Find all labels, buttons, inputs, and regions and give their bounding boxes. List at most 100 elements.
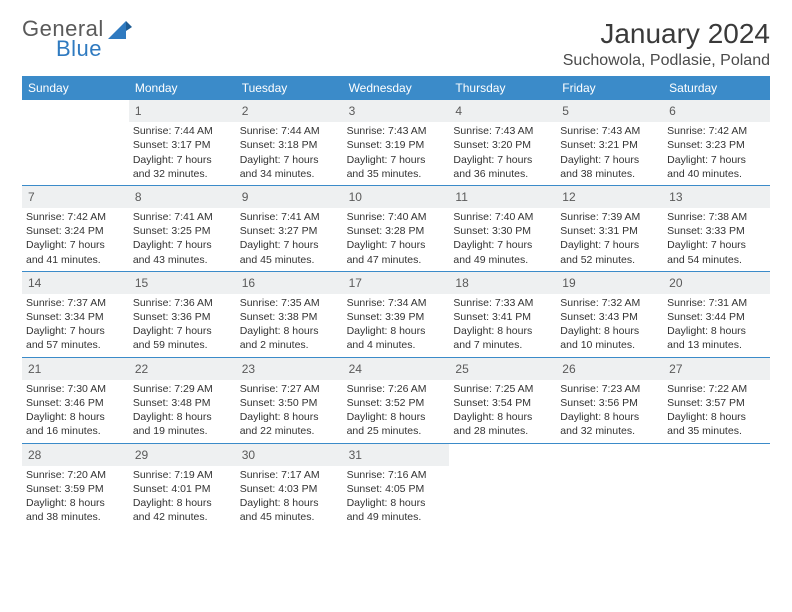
day-cell: 2Sunrise: 7:44 AMSunset: 3:18 PMDaylight… — [236, 100, 343, 185]
daylight: Daylight: 7 hours and 38 minutes. — [560, 153, 659, 181]
sunset: Sunset: 4:03 PM — [240, 482, 339, 496]
daylight: Daylight: 7 hours and 49 minutes. — [453, 238, 552, 266]
daylight: Daylight: 7 hours and 32 minutes. — [133, 153, 232, 181]
day-number: 30 — [236, 444, 343, 466]
day-cell: 31Sunrise: 7:16 AMSunset: 4:05 PMDayligh… — [343, 444, 450, 529]
sunrise: Sunrise: 7:35 AM — [240, 296, 339, 310]
day-number: 19 — [556, 272, 663, 294]
dayname-sunday: Sunday — [22, 76, 129, 100]
daylight: Daylight: 8 hours and 19 minutes. — [133, 410, 232, 438]
day-cell — [663, 444, 770, 529]
sunrise: Sunrise: 7:33 AM — [453, 296, 552, 310]
week-row: 1Sunrise: 7:44 AMSunset: 3:17 PMDaylight… — [22, 100, 770, 185]
day-number: 13 — [663, 186, 770, 208]
day-body: Sunrise: 7:42 AMSunset: 3:23 PMDaylight:… — [663, 122, 770, 185]
daylight: Daylight: 7 hours and 36 minutes. — [453, 153, 552, 181]
flag-icon — [108, 21, 132, 46]
sunrise: Sunrise: 7:44 AM — [240, 124, 339, 138]
day-cell — [556, 444, 663, 529]
dayname-wednesday: Wednesday — [343, 76, 450, 100]
day-number: 31 — [343, 444, 450, 466]
daylight: Daylight: 7 hours and 41 minutes. — [26, 238, 125, 266]
day-number: 26 — [556, 358, 663, 380]
day-body: Sunrise: 7:41 AMSunset: 3:25 PMDaylight:… — [129, 208, 236, 271]
daylight: Daylight: 7 hours and 59 minutes. — [133, 324, 232, 352]
sunset: Sunset: 3:20 PM — [453, 138, 552, 152]
daylight: Daylight: 8 hours and 28 minutes. — [453, 410, 552, 438]
day-body: Sunrise: 7:43 AMSunset: 3:21 PMDaylight:… — [556, 122, 663, 185]
day-body: Sunrise: 7:42 AMSunset: 3:24 PMDaylight:… — [22, 208, 129, 271]
sunset: Sunset: 3:43 PM — [560, 310, 659, 324]
day-cell: 30Sunrise: 7:17 AMSunset: 4:03 PMDayligh… — [236, 444, 343, 529]
day-number: 4 — [449, 100, 556, 122]
day-body: Sunrise: 7:29 AMSunset: 3:48 PMDaylight:… — [129, 380, 236, 443]
day-body: Sunrise: 7:39 AMSunset: 3:31 PMDaylight:… — [556, 208, 663, 271]
sunset: Sunset: 3:50 PM — [240, 396, 339, 410]
sunrise: Sunrise: 7:39 AM — [560, 210, 659, 224]
day-number: 21 — [22, 358, 129, 380]
calendar: Sunday Monday Tuesday Wednesday Thursday… — [22, 76, 770, 528]
week-row: 21Sunrise: 7:30 AMSunset: 3:46 PMDayligh… — [22, 357, 770, 443]
daylight: Daylight: 8 hours and 7 minutes. — [453, 324, 552, 352]
day-body: Sunrise: 7:40 AMSunset: 3:30 PMDaylight:… — [449, 208, 556, 271]
day-body: Sunrise: 7:17 AMSunset: 4:03 PMDaylight:… — [236, 466, 343, 529]
day-cell: 5Sunrise: 7:43 AMSunset: 3:21 PMDaylight… — [556, 100, 663, 185]
daylight: Daylight: 8 hours and 13 minutes. — [667, 324, 766, 352]
sunset: Sunset: 3:18 PM — [240, 138, 339, 152]
day-number: 18 — [449, 272, 556, 294]
day-cell: 25Sunrise: 7:25 AMSunset: 3:54 PMDayligh… — [449, 358, 556, 443]
daylight: Daylight: 8 hours and 38 minutes. — [26, 496, 125, 524]
sunset: Sunset: 3:28 PM — [347, 224, 446, 238]
daylight: Daylight: 8 hours and 45 minutes. — [240, 496, 339, 524]
sunrise: Sunrise: 7:16 AM — [347, 468, 446, 482]
month-title: January 2024 — [563, 18, 770, 50]
sunset: Sunset: 3:56 PM — [560, 396, 659, 410]
day-body: Sunrise: 7:20 AMSunset: 3:59 PMDaylight:… — [22, 466, 129, 529]
daylight: Daylight: 7 hours and 43 minutes. — [133, 238, 232, 266]
week-row: 28Sunrise: 7:20 AMSunset: 3:59 PMDayligh… — [22, 443, 770, 529]
day-number: 23 — [236, 358, 343, 380]
sunrise: Sunrise: 7:42 AM — [26, 210, 125, 224]
day-cell: 22Sunrise: 7:29 AMSunset: 3:48 PMDayligh… — [129, 358, 236, 443]
sunrise: Sunrise: 7:41 AM — [240, 210, 339, 224]
day-number: 15 — [129, 272, 236, 294]
day-number: 3 — [343, 100, 450, 122]
sunrise: Sunrise: 7:17 AM — [240, 468, 339, 482]
day-body: Sunrise: 7:27 AMSunset: 3:50 PMDaylight:… — [236, 380, 343, 443]
day-body: Sunrise: 7:38 AMSunset: 3:33 PMDaylight:… — [663, 208, 770, 271]
day-cell: 29Sunrise: 7:19 AMSunset: 4:01 PMDayligh… — [129, 444, 236, 529]
daylight: Daylight: 7 hours and 40 minutes. — [667, 153, 766, 181]
day-number: 29 — [129, 444, 236, 466]
day-cell — [449, 444, 556, 529]
sunrise: Sunrise: 7:43 AM — [453, 124, 552, 138]
day-body: Sunrise: 7:25 AMSunset: 3:54 PMDaylight:… — [449, 380, 556, 443]
day-cell: 12Sunrise: 7:39 AMSunset: 3:31 PMDayligh… — [556, 186, 663, 271]
sunset: Sunset: 3:52 PM — [347, 396, 446, 410]
sunrise: Sunrise: 7:27 AM — [240, 382, 339, 396]
sunset: Sunset: 3:41 PM — [453, 310, 552, 324]
daylight: Daylight: 7 hours and 57 minutes. — [26, 324, 125, 352]
sunrise: Sunrise: 7:29 AM — [133, 382, 232, 396]
sunset: Sunset: 3:21 PM — [560, 138, 659, 152]
daylight: Daylight: 7 hours and 45 minutes. — [240, 238, 339, 266]
day-cell: 28Sunrise: 7:20 AMSunset: 3:59 PMDayligh… — [22, 444, 129, 529]
logo-text: General Blue — [22, 18, 104, 60]
daylight: Daylight: 8 hours and 49 minutes. — [347, 496, 446, 524]
day-cell — [22, 100, 129, 185]
logo-word-blue: Blue — [22, 38, 104, 60]
day-number: 9 — [236, 186, 343, 208]
sunset: Sunset: 4:01 PM — [133, 482, 232, 496]
daylight: Daylight: 8 hours and 10 minutes. — [560, 324, 659, 352]
sunrise: Sunrise: 7:40 AM — [453, 210, 552, 224]
day-body: Sunrise: 7:22 AMSunset: 3:57 PMDaylight:… — [663, 380, 770, 443]
day-cell: 19 Sunrise: 7:32 AMSunset: 3:43 PMDayligh… — [556, 272, 663, 357]
day-cell: 14Sunrise: 7:37 AMSunset: 3:34 PMDayligh… — [22, 272, 129, 357]
sunset: Sunset: 3:34 PM — [26, 310, 125, 324]
header: General Blue January 2024 Suchowola, Pod… — [22, 18, 770, 70]
dayname-thursday: Thursday — [449, 76, 556, 100]
day-number: 27 — [663, 358, 770, 380]
daylight: Daylight: 7 hours and 35 minutes. — [347, 153, 446, 181]
sunrise: Sunrise: 7:32 AM — [560, 296, 659, 310]
day-body: Sunrise: 7:23 AMSunset: 3:56 PMDaylight:… — [556, 380, 663, 443]
day-cell: 24Sunrise: 7:26 AMSunset: 3:52 PMDayligh… — [343, 358, 450, 443]
